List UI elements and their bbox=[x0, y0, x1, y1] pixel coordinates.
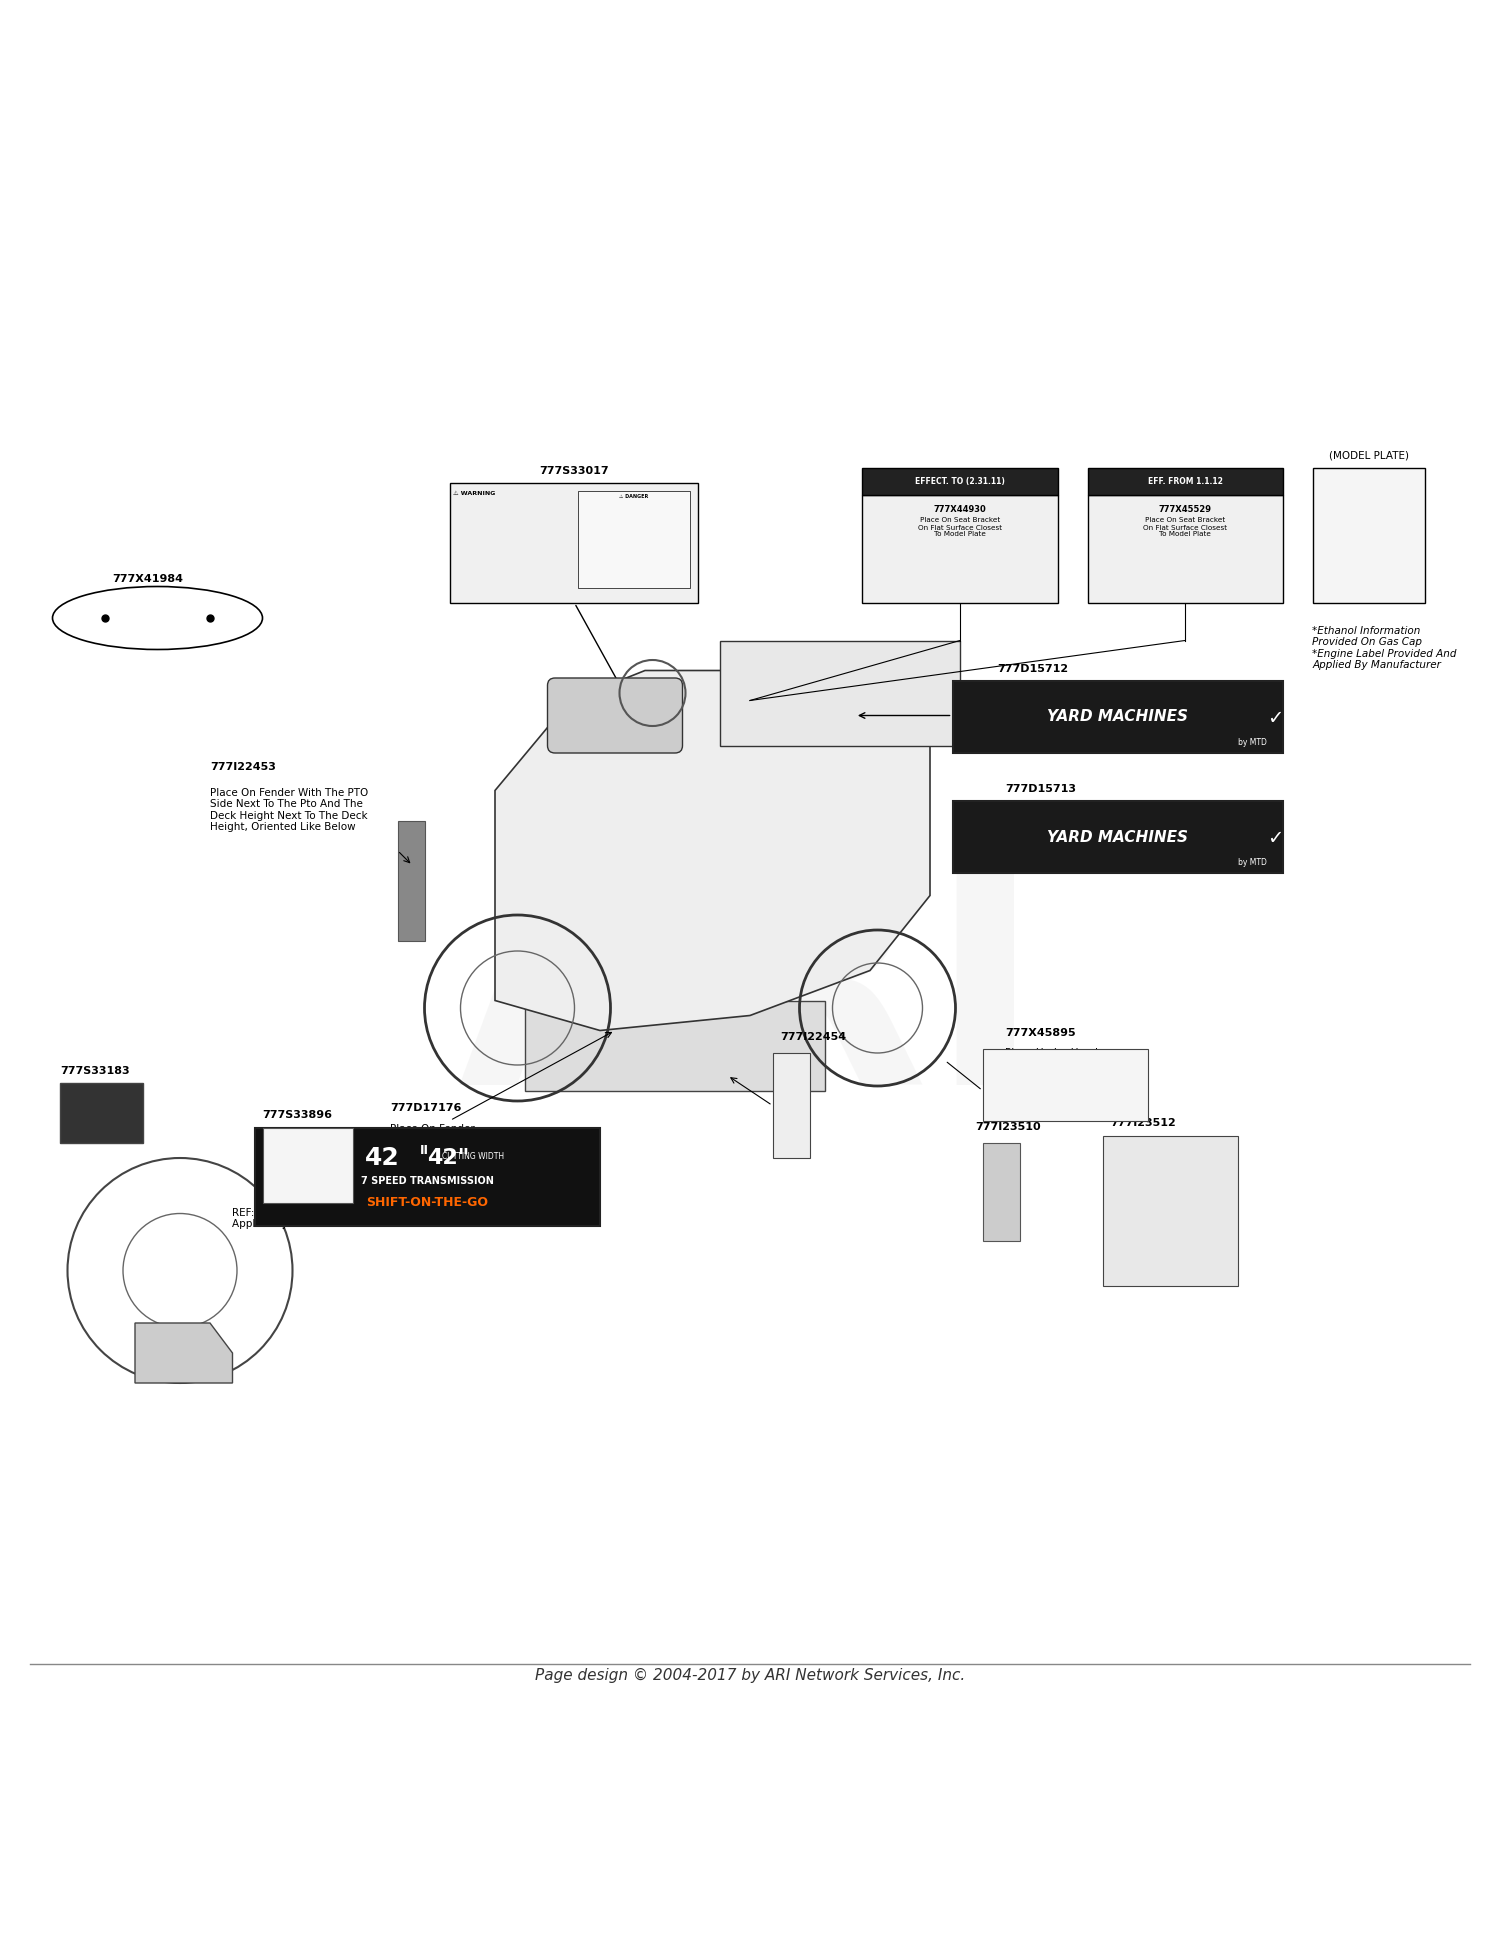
Text: 777X44930: 777X44930 bbox=[933, 505, 987, 514]
Text: 777I23510: 777I23510 bbox=[975, 1122, 1041, 1132]
Text: Place On Seat Bracket
On Flat Surface Closest
To Model Plate: Place On Seat Bracket On Flat Surface Cl… bbox=[918, 518, 1002, 538]
FancyBboxPatch shape bbox=[1312, 468, 1425, 604]
Text: 777I23512: 777I23512 bbox=[1110, 1118, 1176, 1128]
FancyBboxPatch shape bbox=[982, 1143, 1020, 1240]
Text: YARD MACHINES: YARD MACHINES bbox=[1047, 829, 1188, 844]
FancyBboxPatch shape bbox=[262, 1128, 352, 1203]
Text: by MTD: by MTD bbox=[1238, 858, 1268, 868]
Text: ✓: ✓ bbox=[1268, 829, 1284, 848]
Text: 777S33896: 777S33896 bbox=[262, 1110, 333, 1120]
Text: EFFECT. TO (2.31.11): EFFECT. TO (2.31.11) bbox=[915, 477, 1005, 485]
Text: CUTTING WIDTH: CUTTING WIDTH bbox=[442, 1153, 504, 1161]
FancyBboxPatch shape bbox=[578, 491, 690, 588]
Text: 777D17176: 777D17176 bbox=[390, 1102, 462, 1112]
Text: F: F bbox=[788, 1120, 795, 1130]
FancyBboxPatch shape bbox=[862, 468, 1058, 495]
Text: Place On Fender With The PTO
Side Next To The Pto And The
Deck Height Next To Th: Place On Fender With The PTO Side Next T… bbox=[210, 788, 369, 833]
Text: Place Under Hood: Place Under Hood bbox=[1005, 1048, 1098, 1058]
Text: REF: Chute Label
Applied By Manufacturer: REF: Chute Label Applied By Manufacturer bbox=[232, 1207, 362, 1229]
Text: R: R bbox=[788, 1068, 795, 1077]
Text: Page design © 2004-2017 by ARI Network Services, Inc.: Page design © 2004-2017 by ARI Network S… bbox=[536, 1667, 964, 1683]
Text: Place On Seat Bracket
On Flat Surface Closest
To Model Plate: Place On Seat Bracket On Flat Surface Cl… bbox=[1143, 518, 1227, 538]
Text: EFF. FROM 1.1.12: EFF. FROM 1.1.12 bbox=[1148, 477, 1222, 485]
Text: ⚠ DANGER: ⚠ DANGER bbox=[620, 493, 648, 499]
FancyBboxPatch shape bbox=[548, 677, 682, 753]
Text: by MTD: by MTD bbox=[1238, 738, 1268, 747]
Text: 7 SPEED TRANSMISSION: 7 SPEED TRANSMISSION bbox=[362, 1176, 494, 1186]
FancyBboxPatch shape bbox=[772, 1054, 810, 1159]
FancyBboxPatch shape bbox=[60, 1083, 142, 1143]
Text: 777S33183: 777S33183 bbox=[60, 1066, 129, 1075]
Text: 777D15713: 777D15713 bbox=[1005, 784, 1076, 794]
FancyBboxPatch shape bbox=[862, 495, 1058, 604]
Polygon shape bbox=[720, 641, 960, 745]
FancyBboxPatch shape bbox=[1088, 468, 1282, 495]
Text: 42: 42 bbox=[364, 1145, 400, 1170]
FancyBboxPatch shape bbox=[525, 1000, 825, 1091]
Text: 777X41984: 777X41984 bbox=[112, 573, 183, 584]
Text: (MODEL PLATE): (MODEL PLATE) bbox=[1329, 450, 1408, 460]
Polygon shape bbox=[135, 1324, 232, 1384]
Polygon shape bbox=[495, 670, 930, 1031]
FancyBboxPatch shape bbox=[450, 483, 698, 604]
FancyBboxPatch shape bbox=[952, 802, 1282, 873]
Text: Place On Fender: Place On Fender bbox=[390, 1124, 474, 1134]
Text: 777I22454: 777I22454 bbox=[780, 1033, 846, 1042]
Text: Left Hood Side: Left Hood Side bbox=[998, 683, 1074, 695]
Text: ✓: ✓ bbox=[1268, 708, 1284, 728]
Text: *Ethanol Information
Provided On Gas Cap
*Engine Label Provided And
Applied By M: *Ethanol Information Provided On Gas Cap… bbox=[1312, 625, 1456, 670]
FancyBboxPatch shape bbox=[1088, 495, 1282, 604]
Text: ARI: ARI bbox=[458, 852, 1042, 1149]
Text: YARD MACHINES: YARD MACHINES bbox=[1047, 710, 1188, 724]
Text: 777X45529: 777X45529 bbox=[1158, 505, 1212, 514]
Ellipse shape bbox=[53, 586, 262, 650]
Text: N: N bbox=[788, 1093, 795, 1104]
Text: Right Hood Side: Right Hood Side bbox=[1005, 804, 1089, 813]
FancyBboxPatch shape bbox=[398, 821, 424, 941]
Text: 777X45895: 777X45895 bbox=[1005, 1029, 1076, 1038]
FancyBboxPatch shape bbox=[255, 1128, 600, 1225]
Text: 42": 42" bbox=[427, 1147, 470, 1168]
FancyBboxPatch shape bbox=[952, 681, 1282, 753]
Text: ⚠ WARNING: ⚠ WARNING bbox=[453, 491, 495, 495]
Text: II: II bbox=[420, 1143, 429, 1157]
Text: 777D15712: 777D15712 bbox=[998, 664, 1068, 674]
FancyBboxPatch shape bbox=[1102, 1135, 1238, 1285]
Text: 777S33017: 777S33017 bbox=[540, 466, 609, 476]
FancyBboxPatch shape bbox=[982, 1048, 1148, 1120]
Text: SHIFT-ON-THE-GO: SHIFT-ON-THE-GO bbox=[366, 1196, 489, 1209]
Text: 777I22453: 777I22453 bbox=[210, 763, 276, 773]
